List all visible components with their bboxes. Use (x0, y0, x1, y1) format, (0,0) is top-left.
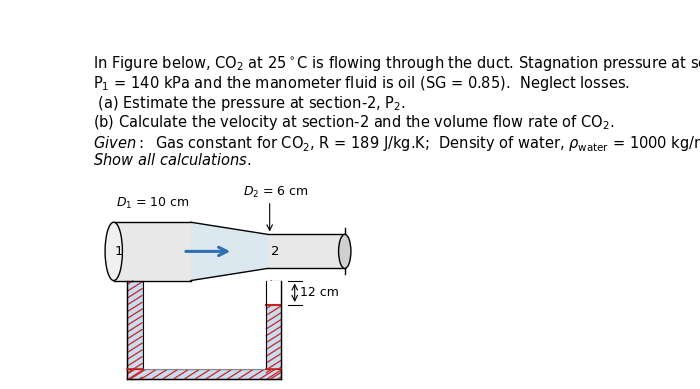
Text: $\mathit{Given:}$  Gas constant for CO$_2$, R = 189 J/kg.K;  Density of water, $: $\mathit{Given:}$ Gas constant for CO$_2… (93, 133, 700, 154)
Bar (266, 305, 281, 369)
Ellipse shape (105, 222, 122, 280)
Polygon shape (113, 222, 344, 280)
Text: $D_1$ = 10 cm: $D_1$ = 10 cm (116, 196, 190, 211)
Bar (127, 280, 143, 379)
Text: P$_1$ = 140 kPa and the manometer fluid is oil (SG = 0.85).  Neglect losses.: P$_1$ = 140 kPa and the manometer fluid … (93, 74, 630, 93)
Text: 1: 1 (114, 245, 122, 258)
Text: $\mathit{Show\ all\ calculations.}$: $\mathit{Show\ all\ calculations.}$ (93, 152, 251, 168)
Text: (b) Calculate the velocity at section-2 and the volume flow rate of CO$_2$.: (b) Calculate the velocity at section-2 … (93, 113, 615, 132)
Text: In Figure below, CO$_2$ at 25$^\circ$C is flowing through the duct. Stagnation p: In Figure below, CO$_2$ at 25$^\circ$C i… (93, 54, 700, 73)
Bar (143, 280, 266, 369)
Bar (127, 369, 281, 379)
Polygon shape (190, 222, 267, 280)
Text: 12 cm: 12 cm (300, 286, 340, 299)
Text: (a) Estimate the pressure at section-2, P$_2$.: (a) Estimate the pressure at section-2, … (93, 94, 406, 113)
Ellipse shape (339, 234, 351, 268)
Text: $D_2$ = 6 cm: $D_2$ = 6 cm (243, 185, 309, 200)
Bar (266, 280, 281, 305)
Bar (266, 280, 281, 379)
Text: 2: 2 (271, 245, 279, 258)
